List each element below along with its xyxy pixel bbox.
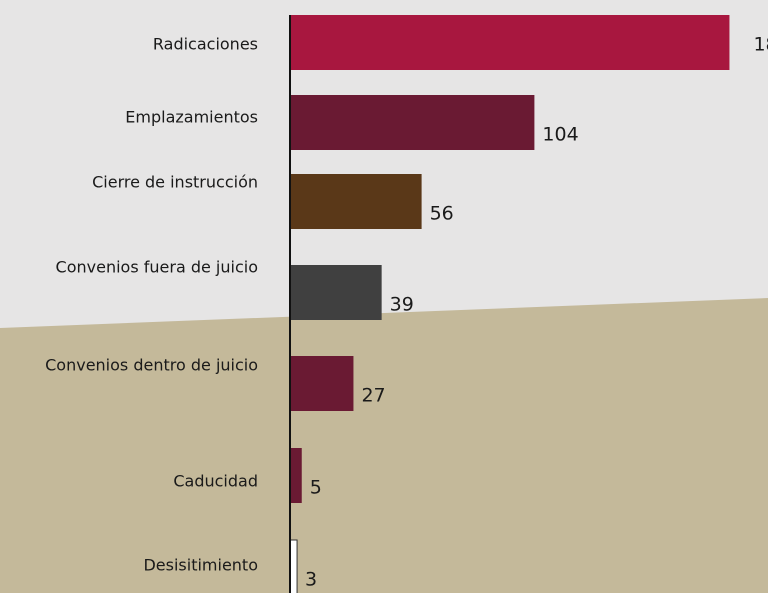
category-label: Cierre de instrucción bbox=[92, 173, 258, 192]
bar bbox=[289, 539, 298, 593]
value-label: 56 bbox=[430, 203, 454, 225]
bars bbox=[289, 15, 730, 593]
category-label: Emplazamientos bbox=[125, 108, 258, 127]
bar bbox=[290, 15, 730, 70]
background-band bbox=[0, 298, 768, 593]
category-label: Convenios fuera de juicio bbox=[56, 258, 258, 277]
bar bbox=[290, 174, 422, 229]
category-label: Convenios dentro de juicio bbox=[45, 356, 258, 375]
bar bbox=[290, 95, 535, 150]
value-label: 187 bbox=[753, 34, 768, 56]
value-label: 104 bbox=[542, 124, 578, 146]
category-label: Caducidad bbox=[173, 472, 258, 491]
category-label: Desisitimiento bbox=[143, 556, 258, 575]
value-label: 5 bbox=[310, 477, 322, 499]
bar bbox=[290, 448, 302, 503]
category-label: Radicaciones bbox=[153, 35, 258, 54]
value-label: 27 bbox=[361, 385, 385, 407]
bar bbox=[290, 265, 382, 320]
value-label: 39 bbox=[390, 294, 414, 316]
value-label: 3 bbox=[305, 569, 317, 591]
bar bbox=[290, 356, 354, 411]
